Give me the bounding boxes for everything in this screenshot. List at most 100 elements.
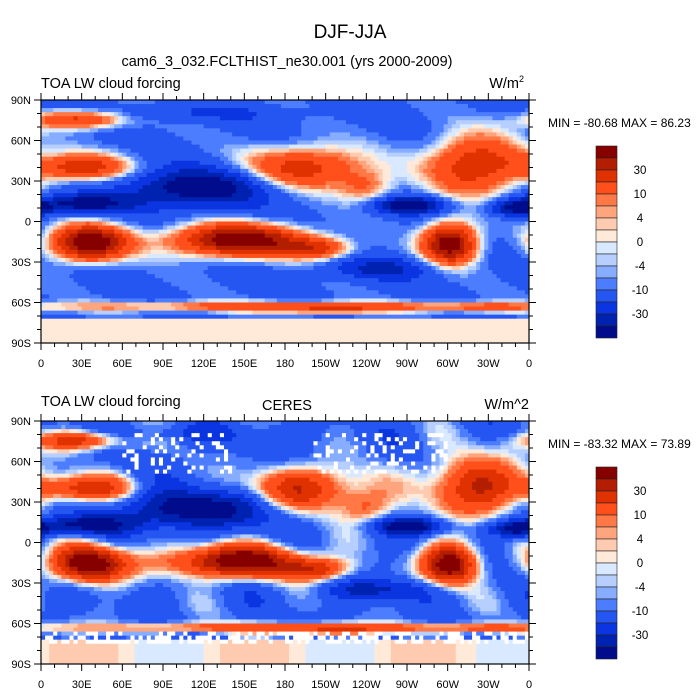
grid-cell	[329, 132, 335, 137]
grid-cell	[419, 217, 424, 222]
grid-cell	[110, 112, 115, 117]
grid-cell	[317, 168, 322, 174]
grid-cell	[354, 225, 359, 230]
grid-cell	[516, 152, 522, 158]
grid-cell	[248, 233, 253, 239]
grid-cell	[370, 189, 375, 194]
grid-cell	[407, 237, 412, 243]
grid-cell	[325, 225, 331, 230]
grid-cell	[500, 253, 505, 259]
grid-cell	[463, 225, 469, 230]
grid-cell	[268, 116, 274, 121]
grid-cell	[203, 221, 209, 226]
grid-cell	[65, 205, 70, 210]
grid-cell	[459, 233, 465, 239]
grid-cell	[154, 245, 160, 251]
grid-cell	[122, 266, 127, 271]
grid-cell	[207, 221, 213, 226]
grid-cell	[175, 201, 180, 206]
grid-cell	[272, 257, 278, 263]
grid-cell	[341, 100, 347, 105]
grid-cell	[480, 144, 485, 149]
grid-cell	[179, 104, 184, 109]
grid-cell	[280, 164, 286, 170]
grid-cell	[65, 229, 70, 235]
grid-cell	[69, 257, 74, 263]
grid-cell	[382, 245, 388, 251]
grid-cell	[215, 108, 221, 113]
grid-cell	[93, 245, 99, 251]
grid-cell	[415, 128, 420, 133]
grid-cell	[354, 164, 359, 170]
grid-cell	[122, 120, 127, 125]
grid-cell	[313, 249, 318, 255]
grid-cell	[496, 237, 501, 243]
grid-cell	[73, 237, 78, 243]
grid-cell	[57, 112, 62, 117]
grid-cell	[73, 160, 78, 166]
grid-cell	[346, 209, 351, 214]
grid-cell	[45, 152, 50, 158]
grid-cell	[57, 164, 62, 170]
grid-cell	[341, 116, 347, 121]
grid-cell	[386, 217, 392, 222]
grid-cell	[333, 100, 339, 105]
grid-cell	[313, 124, 318, 129]
grid-cell	[415, 104, 420, 109]
panel-left-title: TOA LW cloud forcing	[41, 76, 181, 92]
grid-cell	[524, 245, 530, 251]
grid-cell	[224, 132, 229, 137]
grid-cell	[45, 168, 50, 174]
grid-cell	[524, 148, 530, 154]
grid-cell	[443, 201, 449, 206]
grid-cell	[423, 120, 428, 125]
grid-cell	[512, 140, 518, 145]
grid-cell	[394, 181, 400, 186]
grid-cell	[305, 112, 310, 117]
grid-cell	[362, 128, 367, 133]
grid-cell	[228, 193, 233, 198]
grid-cell	[260, 209, 266, 214]
grid-cell	[53, 112, 58, 117]
grid-cell	[516, 209, 522, 214]
grid-cell	[219, 241, 225, 247]
grid-cell	[236, 257, 241, 263]
grid-cell	[57, 156, 62, 162]
grid-cell	[301, 136, 306, 141]
grid-cell	[142, 262, 148, 267]
grid-cell	[439, 225, 444, 230]
grid-cell	[126, 262, 131, 267]
grid-cell	[240, 128, 245, 133]
grid-cell	[171, 197, 176, 202]
grid-cell	[187, 245, 192, 251]
grid-cell	[158, 132, 164, 137]
grid-cell	[85, 253, 91, 259]
grid-cell	[195, 189, 200, 194]
grid-cell	[480, 233, 485, 239]
grid-cell	[167, 262, 172, 267]
grid-cell	[106, 128, 111, 133]
grid-cell	[191, 164, 196, 170]
grid-cell	[110, 205, 115, 210]
grid-cell	[150, 221, 156, 226]
grid-cell	[175, 197, 180, 202]
grid-cell	[313, 193, 318, 198]
grid-cell	[224, 156, 229, 162]
grid-cell	[207, 217, 213, 222]
grid-cell	[191, 229, 196, 235]
grid-cell	[69, 112, 74, 117]
grid-cell	[191, 160, 196, 166]
grid-cell	[358, 168, 363, 174]
grid-cell	[167, 100, 172, 105]
grid-cell	[480, 136, 485, 141]
grid-cell	[65, 262, 70, 267]
grid-cell	[313, 233, 318, 239]
grid-cell	[268, 249, 274, 255]
grid-cell	[382, 176, 388, 182]
grid-cell	[358, 225, 363, 230]
grid-cell	[337, 241, 343, 247]
grid-cell	[333, 217, 339, 222]
grid-cell	[435, 104, 440, 109]
grid-cell	[77, 266, 83, 271]
grid-cell	[402, 217, 408, 222]
